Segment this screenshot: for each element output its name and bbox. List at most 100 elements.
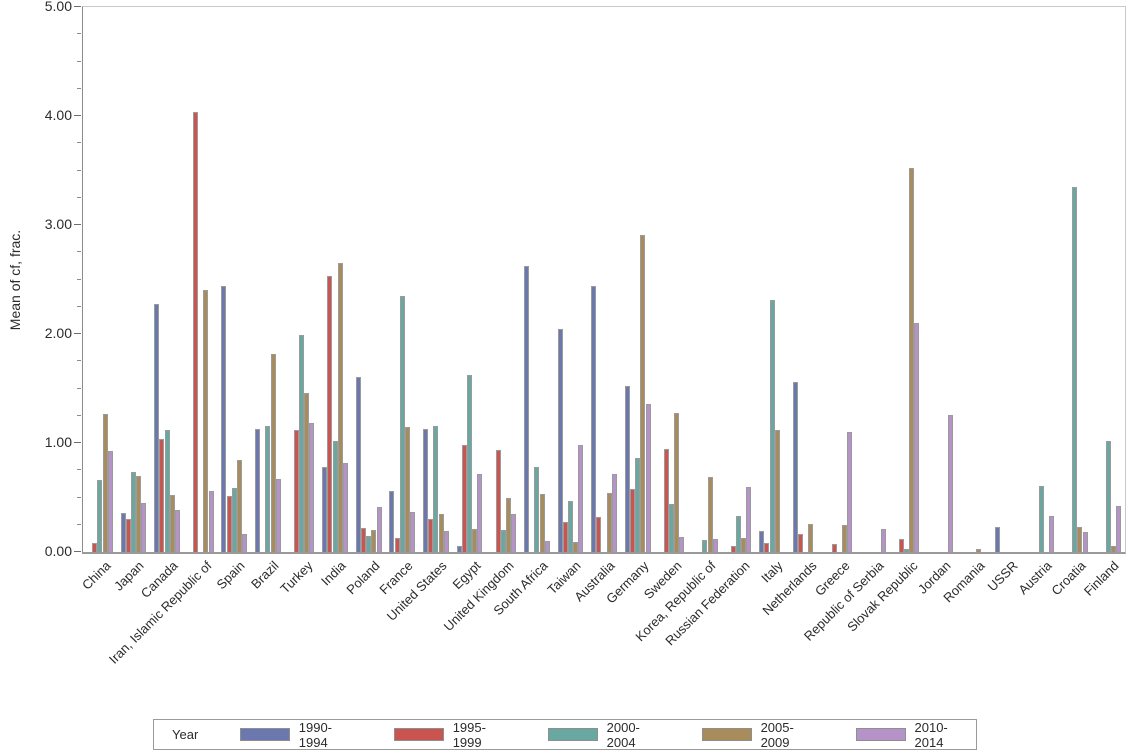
y-tick-label: 3.00 [44,216,72,232]
bar-united-kingdom-1995-1999 [495,449,501,552]
bar-france-2005-2009 [405,426,410,552]
bar-poland-1990-1994 [355,376,361,552]
bar-greece-1995-1999 [831,544,837,552]
bar-jordan-2010-2014 [948,414,953,552]
bar-iran-islamic-republic-of-2005-2009 [203,290,209,552]
bar-united-states-1990-1994 [423,428,428,552]
bar-spain-1990-1994 [221,286,227,552]
bar-china-2000-2004 [97,480,103,552]
y-minor-tick [77,360,81,362]
bar-south-africa-2000-2004 [534,467,540,552]
bar-south-africa-1990-1994 [523,266,529,552]
bar-slovak-republic-2005-2009 [909,168,915,552]
bar-turkey-2005-2009 [304,392,310,552]
bar-turkey-1995-1999 [293,429,299,552]
bar-germany-2010-2014 [645,403,651,552]
bar-canada-1990-1994 [154,303,160,552]
bar-germany-1995-1999 [629,488,635,552]
bar-sweden-2005-2009 [673,412,679,552]
legend-swatch-1990-1994 [240,728,290,741]
bar-australia-1990-1994 [591,286,597,552]
bar-australia-2005-2009 [606,493,612,552]
legend-label: 1995-1999 [452,719,486,750]
bar-taiwan-2010-2014 [578,445,584,552]
bar-france-1990-1994 [389,491,395,552]
bar-croatia-2000-2004 [1072,186,1078,552]
bar-japan-2005-2009 [136,475,142,552]
bar-france-2000-2004 [399,295,405,552]
bar-canada-2000-2004 [164,429,170,552]
bar-egypt-2005-2009 [472,529,478,552]
y-tick-label: 5.00 [44,0,72,14]
bar-turkey-2010-2014 [309,423,315,552]
bar-taiwan-1995-1999 [562,521,568,552]
bar-italy-1995-1999 [764,543,770,552]
bar-brazil-1990-1994 [255,428,260,552]
y-major-tick [74,442,81,443]
y-tick-label: 2.00 [44,325,72,341]
bar-egypt-2000-2004 [467,375,472,552]
bar-croatia-2005-2009 [1077,526,1083,552]
bar-china-1995-1999 [92,543,98,552]
bar-egypt-1995-1999 [461,445,467,552]
y-minor-tick [77,196,81,198]
legend-title: Year [172,727,199,742]
y-minor-tick [77,469,81,471]
bar-united-states-2010-2014 [443,531,449,552]
bar-france-1995-1999 [394,537,400,552]
bar-russian-federation-2010-2014 [746,486,752,552]
y-minor-tick [77,278,81,280]
bar-spain-2010-2014 [242,533,248,552]
y-minor-tick [77,251,81,253]
bar-united-states-2000-2004 [433,425,439,552]
y-minor-tick [77,87,81,89]
legend-label: 2000-2004 [606,719,640,750]
bar-sweden-2010-2014 [679,536,685,552]
legend-swatch-2005-2009 [702,728,752,741]
legend-item-2000-2004: 2000-2004 [548,720,668,750]
bar-united-states-2005-2009 [438,513,444,552]
bar-greece-2010-2014 [847,432,853,552]
bar-egypt-2010-2014 [477,473,483,552]
bar-korea-republic-of-2000-2004 [702,540,708,552]
bar-netherlands-1995-1999 [798,533,803,552]
bar-germany-1990-1994 [624,386,630,552]
y-major-tick [74,115,81,116]
bar-taiwan-2005-2009 [573,542,579,552]
bar-romania-2005-2009 [976,548,982,552]
bar-slovak-republic-2010-2014 [914,323,920,552]
bar-canada-2005-2009 [169,495,175,552]
bar-spain-2005-2009 [237,460,242,552]
bar-iran-islamic-republic-of-1995-1999 [192,111,198,552]
bar-austria-2010-2014 [1048,516,1054,552]
legend-label: 2005-2009 [760,719,794,750]
legend-items: 1990-1994 1995-1999 2000-2004 2005-2009 2010… [206,720,976,750]
bar-canada-1995-1999 [159,438,165,552]
bar-russian-federation-1995-1999 [730,545,736,552]
bar-australia-2010-2014 [611,473,617,552]
bar-republic-of-serbia-2010-2014 [880,529,886,552]
bar-ussr-1990-1994 [994,526,1000,552]
bar-brazil-2010-2014 [275,479,281,552]
y-axis-title: Mean of cf, frac. [7,229,23,331]
bar-germany-2005-2009 [640,234,646,552]
legend-swatch-1995-1999 [394,728,444,741]
bar-india-1995-1999 [327,276,333,552]
bar-china-2005-2009 [102,413,108,552]
bar-iran-islamic-republic-of-2010-2014 [208,491,214,552]
bar-croatia-2010-2014 [1082,532,1088,552]
bar-france-2010-2014 [410,511,416,552]
bar-japan-2010-2014 [141,503,147,552]
y-major-tick [74,6,81,7]
bar-brazil-2000-2004 [265,425,271,552]
bar-united-kingdom-2000-2004 [500,530,506,552]
bar-slovak-republic-1995-1999 [898,538,904,552]
y-tick-label: 0.00 [44,543,72,559]
plot-area [82,6,1126,554]
bar-japan-1995-1999 [125,519,131,552]
legend-item-2010-2014: 2010-2014 [856,720,976,750]
bar-canada-2010-2014 [174,509,180,552]
bar-south-africa-2010-2014 [544,541,550,552]
legend-label: 2010-2014 [914,719,948,750]
